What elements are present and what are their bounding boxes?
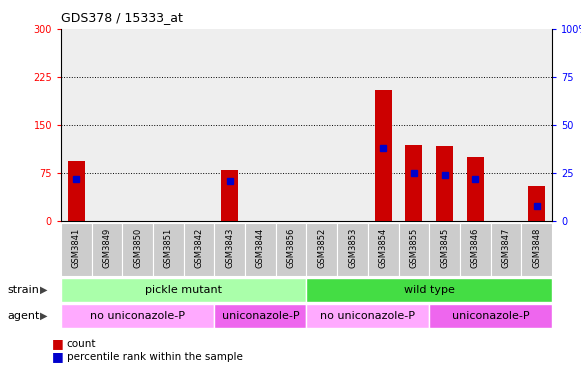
Text: GDS378 / 15333_at: GDS378 / 15333_at	[61, 11, 183, 24]
Text: uniconazole-P: uniconazole-P	[221, 311, 299, 321]
Bar	[61, 304, 214, 328]
Text: GSM3847: GSM3847	[501, 228, 511, 268]
Bar	[337, 223, 368, 276]
Text: GSM3842: GSM3842	[195, 228, 203, 268]
Bar	[307, 278, 552, 302]
Bar	[92, 223, 123, 276]
Text: percentile rank within the sample: percentile rank within the sample	[67, 352, 243, 362]
Text: no uniconazole-P: no uniconazole-P	[90, 311, 185, 321]
Text: GSM3854: GSM3854	[379, 228, 388, 268]
Bar	[307, 304, 429, 328]
Text: ■: ■	[52, 337, 64, 351]
Bar	[307, 223, 337, 276]
Bar	[429, 223, 460, 276]
Text: ▶: ▶	[40, 311, 47, 321]
Text: strain: strain	[7, 285, 39, 295]
Bar	[528, 186, 545, 221]
Text: GSM3852: GSM3852	[317, 228, 327, 268]
Text: GSM3856: GSM3856	[286, 228, 296, 268]
Bar	[61, 223, 92, 276]
Text: pickle mutant: pickle mutant	[145, 285, 223, 295]
Text: GSM3850: GSM3850	[133, 228, 142, 268]
Text: GSM3846: GSM3846	[471, 228, 480, 268]
Bar	[490, 223, 521, 276]
Bar	[460, 223, 490, 276]
Text: GSM3855: GSM3855	[410, 228, 418, 268]
Bar	[214, 304, 307, 328]
Bar	[429, 304, 552, 328]
Bar	[123, 223, 153, 276]
Bar	[375, 90, 392, 221]
Bar	[221, 170, 238, 221]
Text: count: count	[67, 339, 96, 349]
Text: uniconazole-P: uniconazole-P	[452, 311, 529, 321]
Text: GSM3844: GSM3844	[256, 228, 265, 268]
Text: GSM3843: GSM3843	[225, 228, 234, 268]
Text: GSM3841: GSM3841	[72, 228, 81, 268]
Bar	[68, 161, 85, 221]
Bar	[61, 278, 307, 302]
Text: no uniconazole-P: no uniconazole-P	[320, 311, 415, 321]
Text: wild type: wild type	[404, 285, 455, 295]
Bar	[153, 223, 184, 276]
Text: agent: agent	[7, 311, 40, 321]
Bar	[368, 223, 399, 276]
Text: ▶: ▶	[40, 285, 47, 295]
Text: GSM3849: GSM3849	[102, 228, 112, 268]
Bar	[399, 223, 429, 276]
Text: GSM3853: GSM3853	[348, 228, 357, 268]
Text: GSM3848: GSM3848	[532, 228, 541, 268]
Bar	[276, 223, 307, 276]
Bar	[436, 146, 453, 221]
Text: ■: ■	[52, 350, 64, 363]
Bar	[521, 223, 552, 276]
Bar	[184, 223, 214, 276]
Bar	[214, 223, 245, 276]
Text: GSM3845: GSM3845	[440, 228, 449, 268]
Bar	[245, 223, 276, 276]
Text: GSM3851: GSM3851	[164, 228, 173, 268]
Bar	[406, 145, 422, 221]
Bar	[467, 157, 483, 221]
